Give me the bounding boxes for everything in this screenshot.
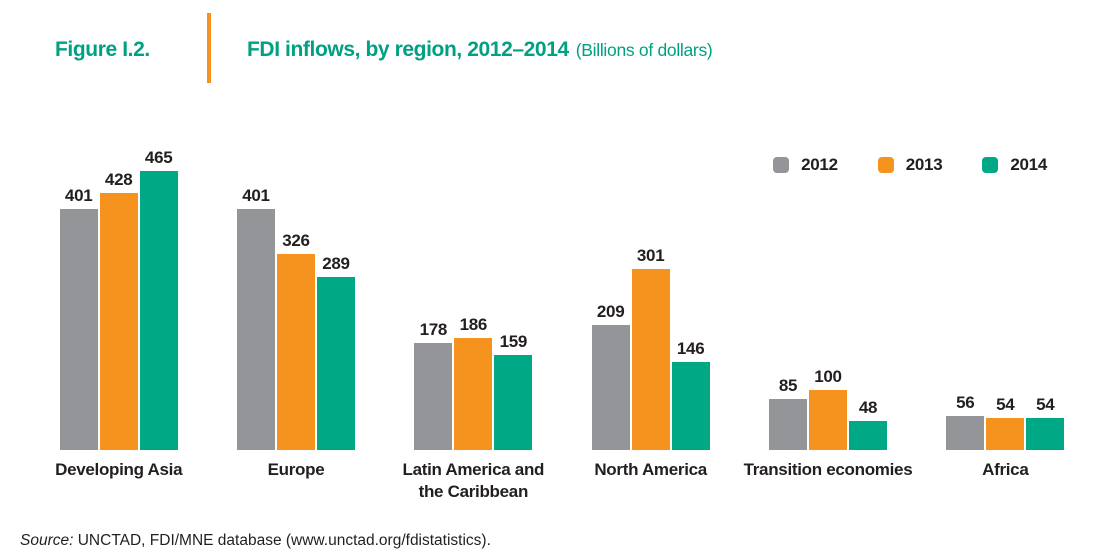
bar-value-label: 85 (778, 376, 798, 395)
legend-item-2012: 2012 (773, 155, 838, 175)
bar-2012 (236, 209, 275, 450)
header-divider-rule (207, 13, 211, 83)
bar-column-2013: 54 (986, 395, 1025, 450)
bar-group-4: 209 301 146 North America (562, 138, 739, 503)
bar-column-2012: 401 (236, 186, 275, 450)
legend-item-2013: 2013 (877, 155, 943, 175)
legend-swatch-2012 (773, 157, 790, 173)
bar-column-2014: 465 (139, 148, 178, 450)
figure-title: FDI inflows, by region, 2012–2014 (Billi… (247, 38, 713, 62)
bar-column-2012: 85 (768, 376, 807, 450)
source-line: Source: UNCTAD, FDI/MNE database (www.un… (20, 532, 491, 550)
bar-cluster: 209 301 146 (591, 138, 710, 450)
category-label: Europe (267, 460, 325, 479)
bar-column-2013: 326 (276, 231, 315, 450)
bar-value-label: 159 (499, 332, 528, 351)
category-label: Developing Asia (55, 460, 183, 479)
category-label: Latin America and the Caribbean (402, 460, 545, 502)
bar-2014 (494, 355, 533, 450)
bar-group-2: 401 326 289 Europe (207, 138, 384, 503)
bar-2014 (316, 277, 355, 450)
bar-column-2014: 146 (671, 339, 710, 450)
bar-2012 (59, 209, 98, 450)
bar-column-2013: 186 (454, 315, 493, 450)
source-label: Source: (20, 532, 74, 549)
bar-column-2014: 48 (848, 398, 887, 450)
bar-2013 (99, 193, 138, 450)
legend-label-2014: 2014 (1010, 155, 1047, 174)
bar-2014 (139, 171, 178, 450)
bar-value-label: 186 (459, 315, 488, 334)
bar-value-label: 401 (242, 186, 270, 205)
figure-title-text: FDI inflows, by region, 2012–2014 (247, 38, 569, 61)
bar-2013 (276, 254, 315, 450)
bar-2012 (946, 416, 985, 450)
bar-group-6: 56 54 54 Africa (917, 138, 1094, 503)
bar-value-label: 54 (1036, 395, 1055, 414)
bar-2013 (986, 418, 1025, 450)
source-text: UNCTAD, FDI/MNE database (www.unctad.org… (77, 532, 491, 549)
bar-column-2013: 100 (808, 367, 847, 450)
legend-swatch-2013 (877, 157, 894, 173)
figure-header: Figure I.2. FDI inflows, by region, 2012… (0, 0, 1094, 96)
bar-column-2012: 209 (591, 302, 630, 450)
bar-value-label: 401 (64, 186, 93, 205)
bar-value-label: 289 (322, 254, 350, 273)
bar-column-2013: 428 (99, 170, 138, 450)
bar-column-2014: 159 (494, 332, 533, 450)
bar-2013 (631, 269, 670, 450)
category-label: North America (594, 460, 707, 479)
legend-label-2013: 2013 (905, 155, 943, 174)
bar-value-label: 178 (419, 320, 448, 339)
bar-value-label: 54 (996, 395, 1015, 414)
bar-cluster: 85 100 48 (768, 138, 887, 450)
bar-cluster: 56 54 54 (946, 138, 1065, 450)
bar-group-5: 85 100 48 Transition economies (739, 138, 916, 503)
bar-column-2012: 56 (946, 393, 985, 450)
bar-cluster: 401 428 465 (59, 138, 178, 450)
bar-cluster: 401 326 289 (236, 138, 355, 450)
bar-2013 (454, 338, 493, 450)
bar-2012 (591, 325, 630, 450)
bar-value-label: 100 (814, 367, 842, 386)
bar-value-label: 48 (858, 398, 878, 417)
bar-2014 (848, 421, 887, 450)
bar-value-label: 301 (636, 246, 665, 265)
category-label: Africa (982, 460, 1029, 479)
bar-value-label: 428 (104, 170, 133, 189)
bar-group-3: 178 186 159 Latin America and the Caribbean (385, 138, 562, 503)
bar-value-label: 465 (144, 148, 173, 167)
bar-chart: 2012 2013 2014 401 428 465 Developing Asia 401… (0, 138, 1094, 506)
bar-column-2012: 178 (414, 320, 453, 450)
bar-value-label: 326 (282, 231, 310, 250)
bar-cluster: 178 186 159 (414, 138, 533, 450)
chart-legend: 2012 2013 2014 (773, 155, 1047, 175)
category-label: Transition economies (743, 460, 913, 479)
bar-group-1: 401 428 465 Developing Asia (30, 138, 207, 503)
figure-title-unit: (Billions of dollars) (575, 40, 713, 60)
bar-column-2014: 289 (316, 254, 355, 450)
bar-2012 (414, 343, 453, 450)
bar-2012 (768, 399, 807, 450)
bar-2014 (671, 362, 710, 450)
bar-value-label: 56 (956, 393, 975, 412)
bar-value-label: 209 (596, 302, 625, 321)
chart-plot: 401 428 465 Developing Asia 401 326 289 Europe 1… (30, 138, 1094, 503)
legend-label-2012: 2012 (801, 155, 838, 174)
bar-column-2014: 54 (1026, 395, 1065, 450)
bar-2013 (808, 390, 847, 450)
bar-value-label: 146 (676, 339, 705, 358)
figure-number-label: Figure I.2. (55, 38, 150, 61)
bar-column-2013: 301 (631, 246, 670, 450)
legend-item-2014: 2014 (982, 155, 1047, 175)
legend-swatch-2014 (982, 157, 999, 173)
bar-2014 (1026, 418, 1065, 450)
bar-column-2012: 401 (59, 186, 98, 450)
